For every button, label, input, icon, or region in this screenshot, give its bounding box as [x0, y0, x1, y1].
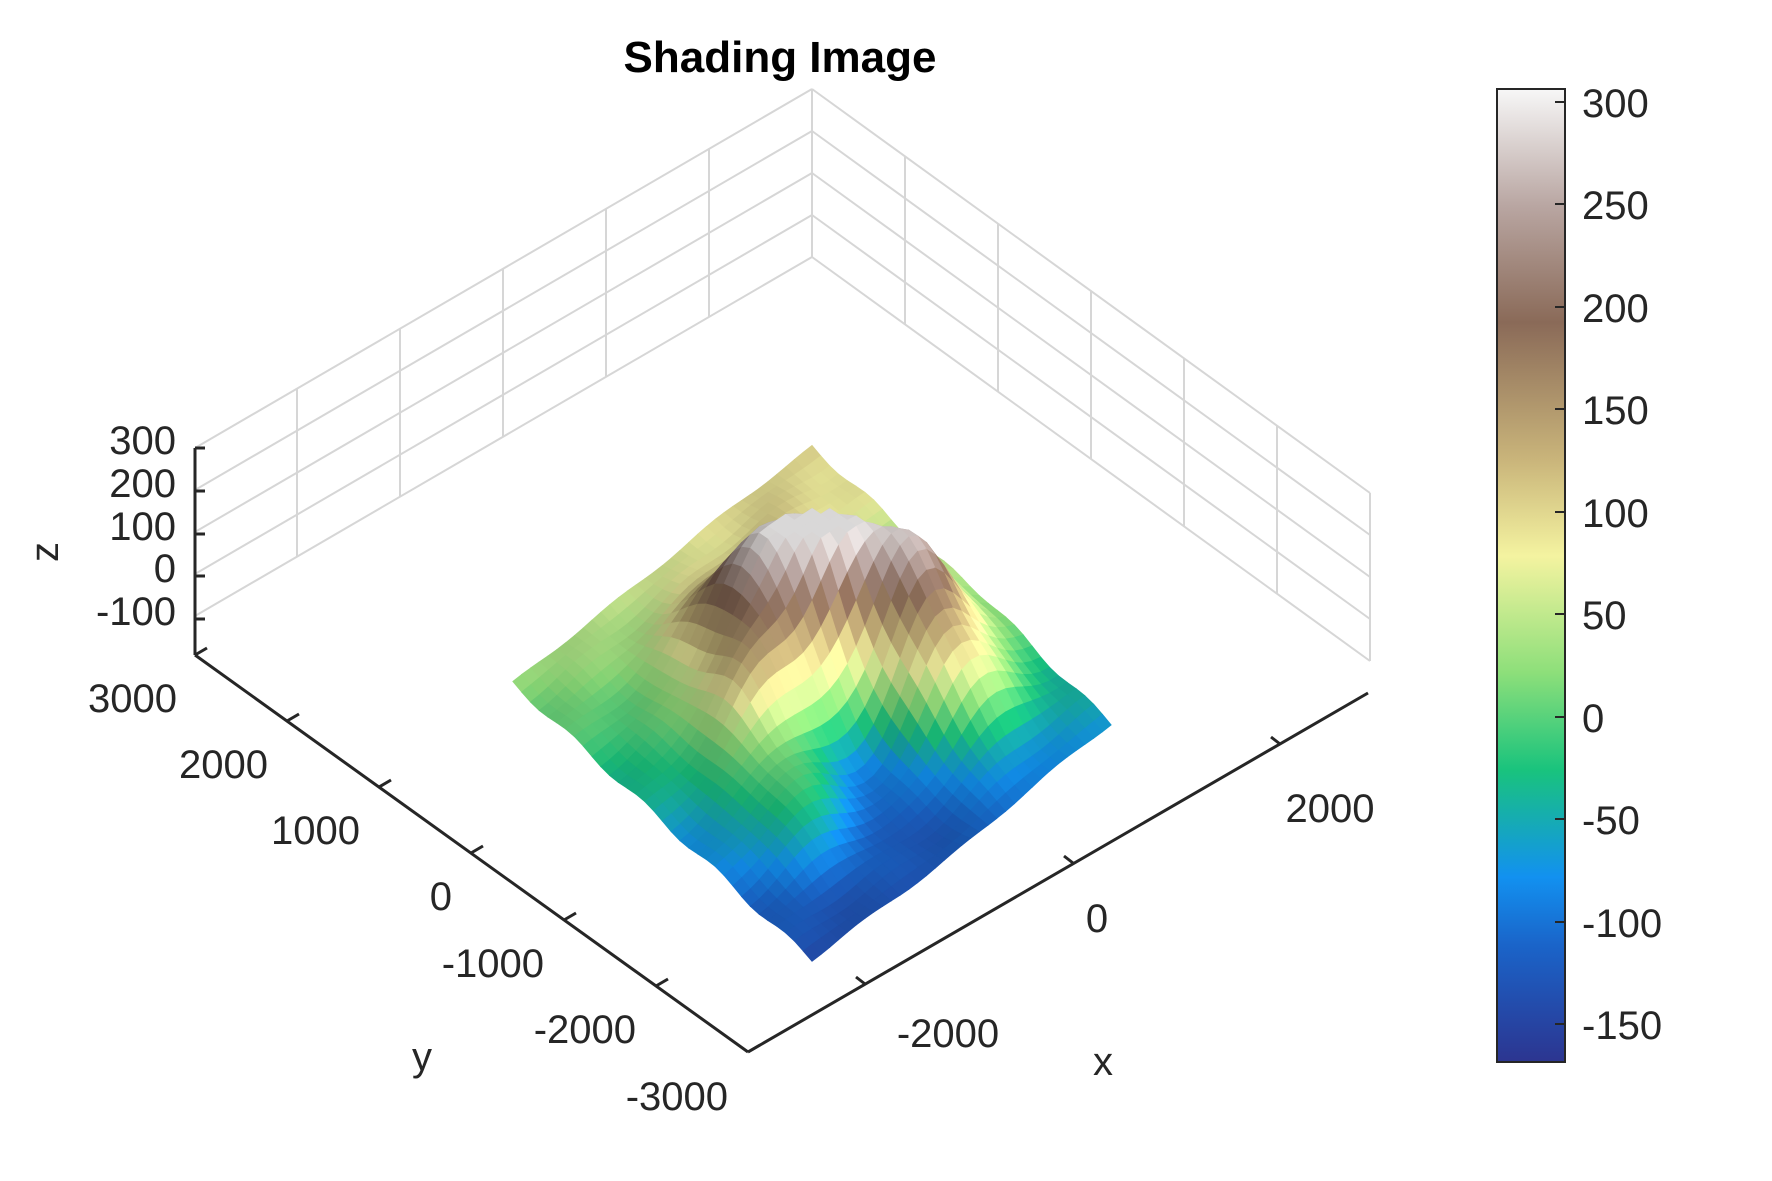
z-axis-label: z — [23, 542, 67, 562]
z-tick-label: 100 — [109, 505, 176, 549]
colorbar-tick-label: 150 — [1582, 389, 1649, 433]
colorbar-gradient — [1496, 88, 1566, 1063]
z-tick-label: 0 — [154, 547, 176, 591]
colorbar-tick-label: 0 — [1582, 697, 1604, 741]
x-tick-label: -2000 — [897, 1012, 999, 1056]
colorbar-tick-label: 250 — [1582, 184, 1649, 228]
surface-tile — [802, 943, 822, 962]
colorbar-tick-label: 300 — [1582, 82, 1649, 126]
y-ticks — [194, 646, 761, 1054]
z-tick-label: 200 — [109, 462, 176, 506]
y-tick-label: 3000 — [88, 677, 177, 721]
colorbar-tick-label: 200 — [1582, 287, 1649, 331]
x-tick-label: 2000 — [1286, 787, 1375, 831]
z-tick-label: -100 — [96, 590, 176, 634]
y-tick-label: -2000 — [534, 1008, 636, 1052]
y-axis-label: y — [412, 1035, 432, 1079]
colorbar: -150 -100 -50 0 50 100 150 200 250 300 — [1496, 82, 1662, 1063]
y-tick-label: 2000 — [179, 743, 268, 787]
colorbar-tick-label: 50 — [1582, 594, 1627, 638]
colorbar-tick-label: 100 — [1582, 492, 1649, 536]
colorbar-ticks — [1555, 101, 1565, 1025]
z-tick-label: 300 — [109, 419, 176, 463]
terrain-surface — [512, 444, 1112, 962]
z-ticks — [195, 446, 205, 621]
x-axis-line — [747, 691, 1369, 1054]
chart-title: Shading Image — [624, 33, 937, 82]
x-axis-label: x — [1093, 1040, 1113, 1084]
y-tick-label: -1000 — [442, 942, 544, 986]
colorbar-tick-label: -50 — [1582, 799, 1640, 843]
y-tick-label: -3000 — [626, 1075, 728, 1119]
y-tick-label: 1000 — [271, 809, 360, 853]
x-ticks — [855, 735, 1281, 986]
x-tick-label: 0 — [1086, 897, 1108, 941]
colorbar-tick-label: -150 — [1582, 1004, 1662, 1048]
back-grid — [194, 88, 1371, 662]
colorbar-tick-label: -100 — [1582, 902, 1662, 946]
y-tick-label: 0 — [430, 875, 452, 919]
